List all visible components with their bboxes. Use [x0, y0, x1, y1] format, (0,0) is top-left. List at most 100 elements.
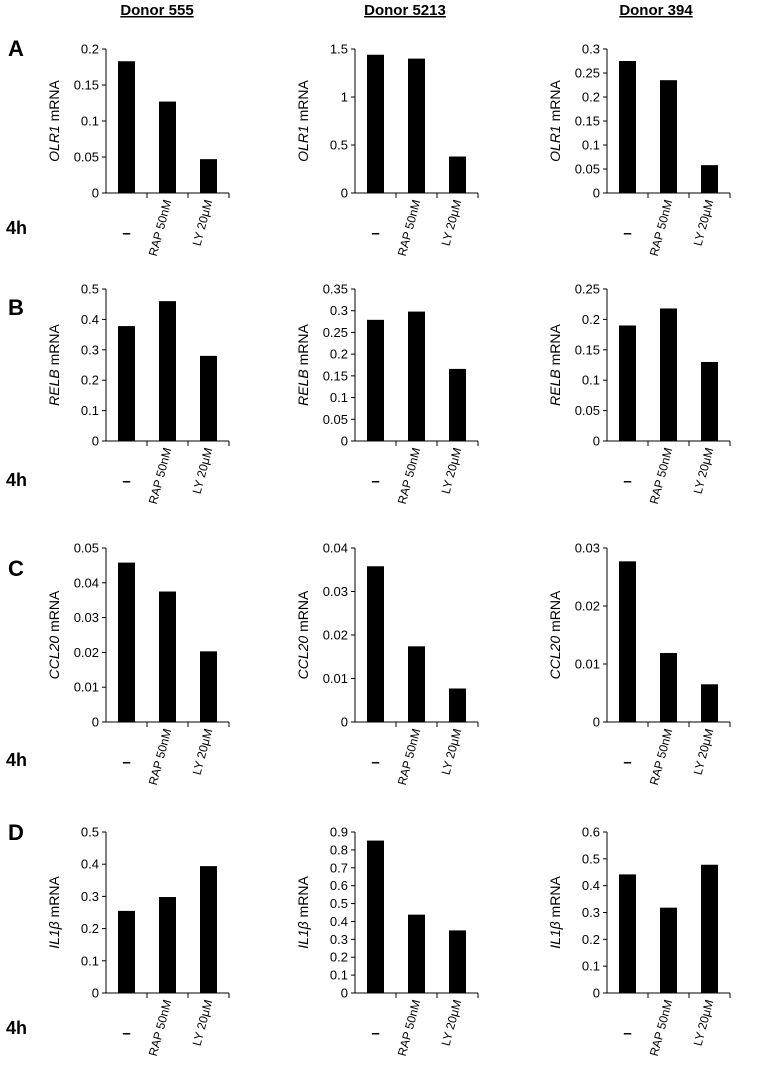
y-tick-label: 0.5: [81, 825, 99, 840]
y-axis-label: RELB mRNA: [46, 324, 62, 406]
y-tick-label: 0.4: [81, 312, 99, 327]
bar: [200, 355, 217, 441]
y-tick-label: 0.25: [575, 66, 600, 81]
y-tick-label: 0.4: [582, 878, 600, 893]
bar: [701, 864, 718, 993]
bar: [159, 591, 176, 722]
y-tick-label: 0.05: [575, 162, 600, 177]
bar: [200, 866, 217, 993]
y-axis-label: RELB mRNA: [295, 324, 311, 406]
mrna-suffix: mRNA: [547, 80, 563, 126]
bar: [701, 361, 718, 441]
y-tick-label: 0.3: [81, 889, 99, 904]
y-axis-label: IL1β mRNA: [295, 876, 311, 949]
y-tick-label: 0.01: [575, 657, 600, 672]
category-label: RAP 50nM: [395, 446, 423, 505]
y-tick-label: 0.01: [323, 671, 348, 686]
category-label: RAP 50nM: [647, 198, 675, 257]
y-tick-label: 0.1: [582, 373, 600, 388]
y-tick-label: 0.3: [330, 303, 348, 318]
panel-letter: A: [8, 36, 24, 61]
category-label: –: [623, 754, 631, 771]
y-tick-label: 0.8: [330, 842, 348, 857]
category-label: –: [122, 754, 130, 771]
y-tick-label: 0.9: [330, 825, 348, 840]
mrna-suffix: mRNA: [46, 590, 62, 636]
y-tick-label: 0.25: [575, 282, 600, 297]
gene-name: RELB: [46, 369, 62, 406]
mrna-suffix: mRNA: [547, 590, 563, 636]
category-label: RAP 50nM: [146, 198, 174, 257]
gene-name: CCL20: [46, 636, 62, 680]
bar: [701, 165, 718, 193]
bar: [408, 58, 425, 193]
bar: [200, 159, 217, 193]
y-tick-label: 0.35: [323, 282, 348, 297]
category-label: LY 20μM: [439, 998, 465, 1047]
bar: [159, 301, 176, 441]
y-tick-label: 0.1: [330, 390, 348, 405]
y-tick-label: 0.2: [330, 950, 348, 965]
category-label: RAP 50nM: [647, 727, 675, 786]
y-tick-label: 0.05: [323, 412, 348, 427]
bar: [701, 684, 718, 722]
y-tick-label: 0: [92, 186, 99, 201]
bar: [408, 646, 425, 722]
category-label: RAP 50nM: [146, 446, 174, 505]
y-axis-label: IL1β mRNA: [547, 876, 563, 949]
y-tick-label: 0.03: [323, 584, 348, 599]
mrna-suffix: mRNA: [547, 876, 563, 922]
category-label: –: [371, 1025, 379, 1042]
category-label: RAP 50nM: [395, 727, 423, 786]
mrna-suffix: mRNA: [295, 80, 311, 126]
mrna-suffix: mRNA: [295, 590, 311, 636]
bar: [118, 562, 135, 722]
bar: [408, 311, 425, 441]
y-tick-label: 0.6: [330, 878, 348, 893]
category-label: –: [371, 473, 379, 490]
y-tick-label: 0.6: [582, 825, 600, 840]
y-tick-label: 0.1: [582, 138, 600, 153]
y-tick-label: 0.1: [81, 114, 99, 129]
y-tick-label: 0.2: [582, 90, 600, 105]
bar: [449, 368, 466, 441]
bar: [118, 910, 135, 993]
y-tick-label: 0.03: [575, 541, 600, 556]
mrna-suffix: mRNA: [46, 80, 62, 126]
y-tick-label: 0.05: [575, 403, 600, 418]
category-label: RAP 50nM: [146, 998, 174, 1057]
y-tick-label: 0.2: [582, 312, 600, 327]
bar: [619, 325, 636, 441]
bar: [619, 874, 636, 993]
category-label: LY 20μM: [691, 446, 717, 495]
y-tick-label: 0.5: [330, 138, 348, 153]
time-label: 4h: [6, 470, 27, 490]
y-tick-label: 0: [341, 186, 348, 201]
bar: [118, 61, 135, 193]
y-tick-label: 0: [341, 986, 348, 1001]
y-tick-label: 0.4: [81, 857, 99, 872]
category-label: –: [623, 473, 631, 490]
bar: [159, 101, 176, 193]
gene-name: OLR1: [295, 125, 311, 162]
y-tick-label: 0.2: [330, 347, 348, 362]
y-tick-label: 0.02: [575, 599, 600, 614]
bar: [660, 907, 677, 993]
y-tick-label: 0: [341, 434, 348, 449]
y-tick-label: 0.02: [74, 645, 99, 660]
y-tick-label: 0.15: [575, 114, 600, 129]
y-axis-label: CCL20 mRNA: [547, 590, 563, 679]
bar: [200, 651, 217, 722]
panel-letter: B: [8, 295, 24, 320]
y-tick-label: 0: [92, 434, 99, 449]
y-tick-label: 0.05: [74, 150, 99, 165]
gene-name: OLR1: [46, 125, 62, 162]
category-label: –: [122, 225, 130, 242]
y-tick-label: 0: [341, 715, 348, 730]
y-tick-label: 0.04: [323, 541, 348, 556]
y-axis-label: RELB mRNA: [547, 324, 563, 406]
category-label: RAP 50nM: [647, 446, 675, 505]
category-label: LY 20μM: [439, 198, 465, 247]
category-label: LY 20μM: [691, 998, 717, 1047]
